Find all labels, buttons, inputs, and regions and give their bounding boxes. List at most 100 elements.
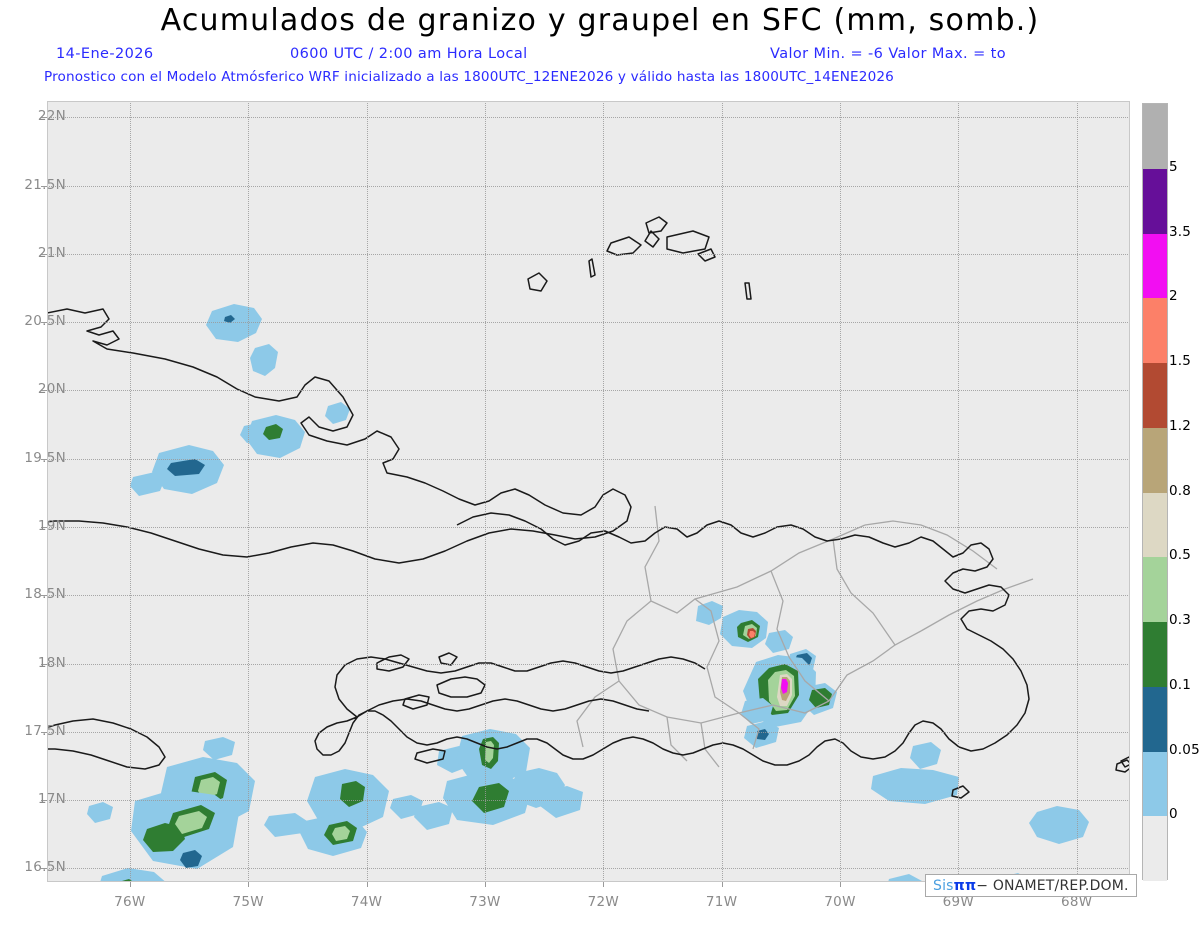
gridline-vertical bbox=[484, 101, 486, 882]
colorbar-band bbox=[1143, 492, 1167, 558]
y-axis-tick bbox=[41, 800, 47, 802]
map-canvas bbox=[47, 101, 1130, 882]
province-boundaries bbox=[576, 505, 1034, 768]
colorbar-tick-label: 0.3 bbox=[1169, 612, 1192, 628]
colorbar-tick-label: 0.05 bbox=[1169, 741, 1200, 758]
x-axis-tick bbox=[484, 882, 486, 887]
gridline-horizontal bbox=[47, 185, 1130, 187]
attribution-text: − ONAMET/REP.DOM. bbox=[976, 877, 1129, 894]
x-axis-tick bbox=[603, 882, 605, 887]
header: Acumulados de granizo y graupel en SFC (… bbox=[0, 0, 1200, 92]
colorbar[interactable] bbox=[1142, 103, 1168, 881]
colorbar-tick-label: 0.5 bbox=[1169, 547, 1192, 564]
y-axis-label: 19N bbox=[37, 518, 66, 534]
gridline-vertical bbox=[840, 101, 842, 882]
forecast-date: 14-Ene-2026 bbox=[56, 46, 154, 62]
y-axis-tick bbox=[41, 390, 47, 392]
gridline-vertical bbox=[366, 101, 368, 882]
y-axis-tick bbox=[41, 458, 47, 460]
gridline-horizontal bbox=[47, 800, 1130, 802]
x-axis-label: 73W bbox=[469, 894, 501, 910]
attribution-badge: Sis ππ − ONAMET/REP.DOM. bbox=[925, 874, 1137, 897]
x-axis-tick bbox=[248, 882, 250, 887]
y-axis-label: 21N bbox=[37, 244, 66, 261]
y-axis-label: 18.5N bbox=[24, 586, 66, 603]
colorbar-tick-label: 0.1 bbox=[1169, 676, 1192, 693]
brand-sis: Sis bbox=[933, 877, 954, 894]
x-axis-label: 71W bbox=[705, 894, 738, 910]
y-axis-tick bbox=[41, 117, 47, 119]
colorbar-tick-label: 3.5 bbox=[1169, 223, 1192, 240]
colorbar-tick-label: 1.5 bbox=[1169, 353, 1192, 369]
y-axis-label: 21.5N bbox=[24, 176, 66, 193]
x-axis-tick bbox=[129, 882, 131, 887]
y-axis-tick bbox=[41, 868, 47, 870]
gridline-horizontal bbox=[47, 253, 1130, 255]
y-axis-tick bbox=[41, 185, 47, 187]
y-axis-label: 17N bbox=[37, 791, 66, 808]
y-axis-tick bbox=[41, 253, 47, 255]
gridline-horizontal bbox=[47, 595, 1130, 597]
map-plot bbox=[47, 101, 1130, 882]
x-axis-label: 72W bbox=[587, 894, 619, 910]
colorbar-band bbox=[1143, 104, 1167, 169]
y-axis-tick bbox=[41, 527, 47, 528]
map-graphics bbox=[47, 216, 1130, 882]
x-axis-label: 69W bbox=[942, 894, 975, 910]
gridline-horizontal bbox=[47, 868, 1130, 870]
gridline-vertical bbox=[958, 101, 960, 882]
y-axis-label: 18N bbox=[37, 654, 66, 671]
gridline-horizontal bbox=[47, 458, 1130, 460]
y-axis-label: 19.5N bbox=[24, 449, 66, 466]
y-axis-label: 16.5N bbox=[24, 859, 66, 876]
precip-shading bbox=[87, 304, 1089, 882]
gridline-horizontal bbox=[47, 731, 1130, 733]
model-description: Pronostico con el Modelo Atmósferico WRF… bbox=[44, 69, 894, 85]
colorbar-band bbox=[1143, 751, 1167, 817]
colorbar-tick-label: 0 bbox=[1169, 806, 1178, 823]
gridline-horizontal bbox=[47, 390, 1130, 392]
gridline-horizontal bbox=[47, 527, 1130, 528]
gridline-vertical bbox=[1076, 101, 1078, 882]
x-axis-label: 75W bbox=[232, 894, 264, 910]
colorbar-tick-label: 0.8 bbox=[1169, 482, 1192, 499]
y-axis-label: 20.5N bbox=[24, 313, 66, 330]
colorbar-band bbox=[1143, 298, 1167, 363]
gridline-horizontal bbox=[47, 322, 1130, 324]
page-title: Acumulados de granizo y graupel en SFC (… bbox=[160, 3, 1040, 38]
colorbar-band bbox=[1143, 557, 1167, 622]
y-axis-tick bbox=[41, 663, 47, 665]
brand-pi-icon: ππ bbox=[953, 877, 977, 894]
colorbar-band bbox=[1143, 233, 1167, 299]
gridline-vertical bbox=[603, 101, 605, 882]
y-axis-label: 20N bbox=[37, 381, 66, 398]
y-axis-label: 22N bbox=[37, 108, 66, 125]
y-axis-tick bbox=[41, 595, 47, 597]
x-axis-label: 74W bbox=[350, 894, 383, 910]
colorbar-band bbox=[1143, 427, 1167, 493]
forecast-time: 0600 UTC / 2:00 am Hora Local bbox=[290, 46, 528, 62]
x-axis-tick bbox=[721, 882, 723, 887]
gridline-vertical bbox=[248, 101, 250, 882]
y-axis-label: 17.5N bbox=[24, 722, 66, 739]
x-axis-tick bbox=[366, 882, 368, 887]
x-axis-label: 76W bbox=[114, 894, 146, 910]
colorbar-tick-label: 1.2 bbox=[1169, 417, 1192, 434]
gridline-horizontal bbox=[47, 117, 1130, 119]
y-axis-tick bbox=[41, 322, 47, 324]
colorbar-band bbox=[1143, 622, 1167, 687]
colorbar-band bbox=[1143, 816, 1167, 881]
gridline-vertical bbox=[721, 101, 723, 882]
colorbar-tick-label: 5 bbox=[1169, 158, 1178, 175]
x-axis-label: 70W bbox=[824, 894, 856, 910]
colorbar-tick-label: 2 bbox=[1169, 288, 1178, 305]
x-axis-tick bbox=[840, 882, 842, 887]
gridline-horizontal bbox=[47, 663, 1130, 665]
coastlines bbox=[47, 216, 1130, 799]
colorbar-band bbox=[1143, 363, 1167, 428]
x-axis-label: 68W bbox=[1061, 894, 1093, 910]
value-minmax: Valor Min. = -6 Valor Max. = to bbox=[770, 46, 1006, 62]
colorbar-band bbox=[1143, 168, 1167, 234]
colorbar-band bbox=[1143, 686, 1167, 752]
gridline-vertical bbox=[129, 101, 131, 882]
